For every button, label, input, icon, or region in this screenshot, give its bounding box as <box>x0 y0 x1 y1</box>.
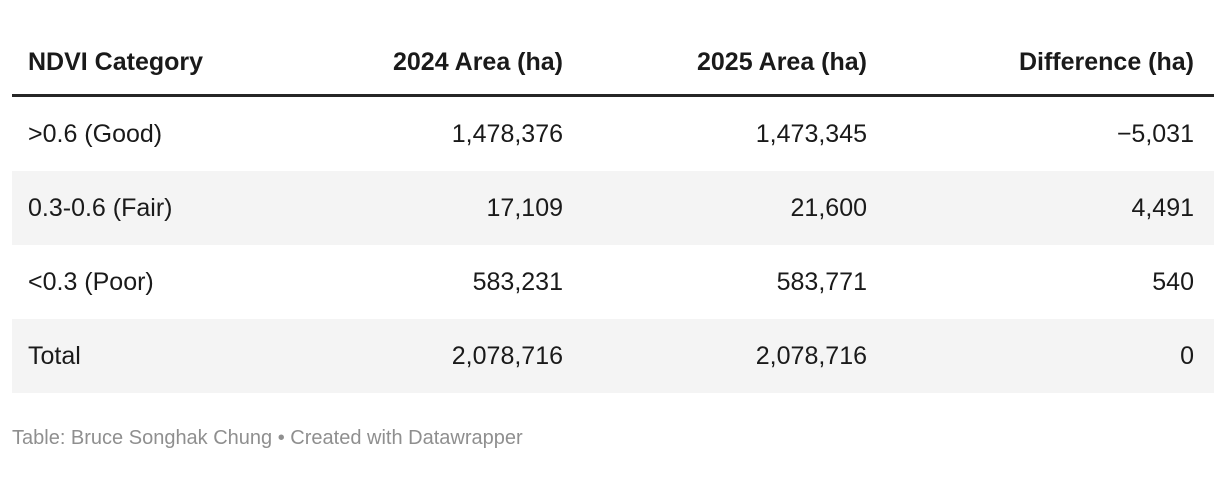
cell-2024-area: 17,109 <box>486 193 563 222</box>
cell-category: 0.3-0.6 (Fair) <box>28 193 173 222</box>
cell-2024-area: 1,478,376 <box>451 119 563 148</box>
cell-difference: 0 <box>1180 341 1194 370</box>
cell-category: <0.3 (Poor) <box>28 267 154 296</box>
datawrapper-table-chart: NDVI Category 2024 Area (ha) 2025 Area (… <box>12 30 1214 450</box>
column-header-2025-area: 2025 Area (ha) <box>579 30 883 97</box>
table-row-good: >0.6 (Good) 1,478,376 1,473,345 −5,031 <box>12 96 1214 172</box>
column-header-difference: Difference (ha) <box>883 30 1214 97</box>
column-header-2024-area: 2024 Area (ha) <box>332 30 579 97</box>
cell-2024-area: 2,078,716 <box>451 341 563 370</box>
cell-difference: 540 <box>1152 267 1194 296</box>
cell-category: Total <box>28 341 81 370</box>
cell-difference: −5,031 <box>1116 119 1194 148</box>
cell-2025-area: 2,078,716 <box>755 341 867 370</box>
column-header-ndvi-category: NDVI Category <box>12 30 332 97</box>
table-row-fair: 0.3-0.6 (Fair) 17,109 21,600 4,491 <box>12 171 1214 245</box>
cell-2025-area: 583,771 <box>776 267 867 296</box>
footer-credit: Table: Bruce Songhak Chung • Created wit… <box>12 427 523 449</box>
cell-2025-area: 1,473,345 <box>755 119 867 148</box>
cell-difference: 4,491 <box>1131 193 1194 222</box>
table-row-total: Total 2,078,716 2,078,716 0 <box>12 319 1214 393</box>
table-header-row: NDVI Category 2024 Area (ha) 2025 Area (… <box>12 30 1214 97</box>
data-table: NDVI Category 2024 Area (ha) 2025 Area (… <box>12 30 1214 393</box>
table-row-poor: <0.3 (Poor) 583,231 583,771 540 <box>12 245 1214 319</box>
cell-2025-area: 21,600 <box>790 193 867 222</box>
cell-2024-area: 583,231 <box>472 267 563 296</box>
cell-category: >0.6 (Good) <box>28 119 163 148</box>
